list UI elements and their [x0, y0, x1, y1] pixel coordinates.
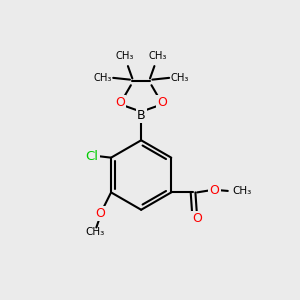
Text: CH₃: CH₃ — [170, 73, 189, 83]
Text: CH₃: CH₃ — [86, 227, 105, 237]
Text: O: O — [115, 96, 125, 110]
Text: CH₃: CH₃ — [94, 73, 112, 83]
Text: O: O — [158, 96, 167, 110]
Text: CH₃: CH₃ — [232, 186, 251, 196]
Text: O: O — [95, 207, 105, 220]
Text: Cl: Cl — [85, 150, 98, 163]
Text: O: O — [192, 212, 202, 225]
Text: CH₃: CH₃ — [148, 51, 166, 62]
Text: B: B — [137, 109, 146, 122]
Text: CH₃: CH₃ — [116, 51, 134, 62]
Text: O: O — [210, 184, 220, 196]
